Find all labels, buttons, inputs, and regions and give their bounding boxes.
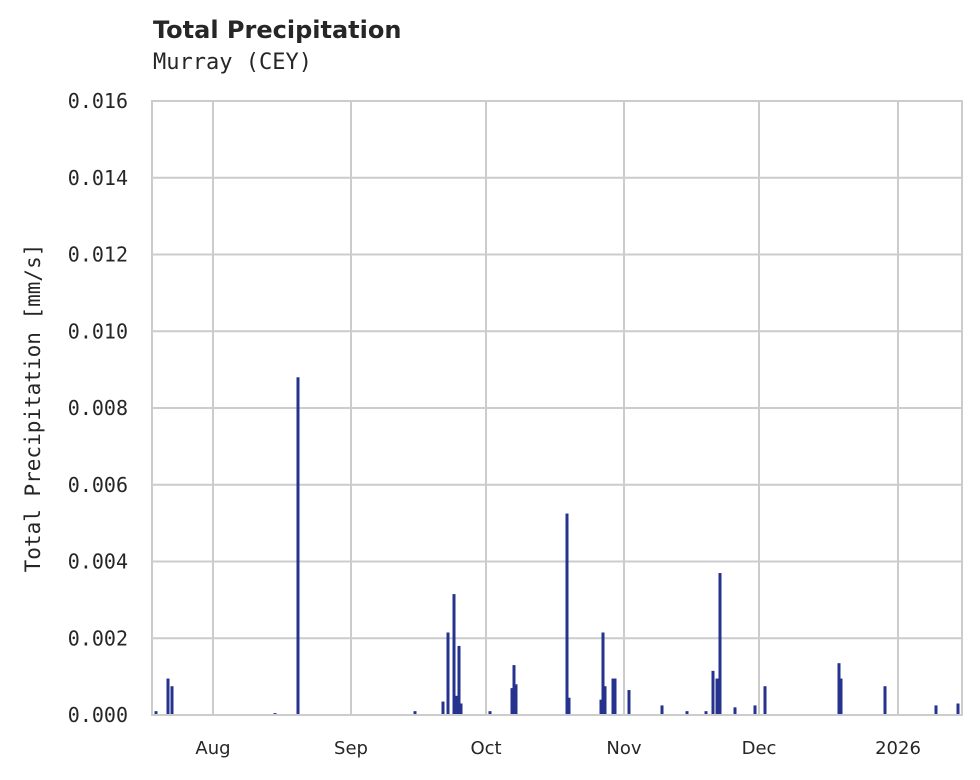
precipitation-bar <box>613 678 617 715</box>
precipitation-bar <box>837 663 841 715</box>
chart-title: Total Precipitation <box>153 16 402 44</box>
precipitation-bar <box>718 573 722 715</box>
precipitation-bar <box>514 684 518 715</box>
precipitation-bar <box>704 711 708 715</box>
precipitation-bar <box>611 678 615 715</box>
precipitation-bar <box>839 678 843 715</box>
precipitation-bar <box>441 701 445 715</box>
precipitation-bar <box>510 688 514 715</box>
precipitation-bar <box>753 705 757 715</box>
precipitation-bar <box>512 665 516 715</box>
y-tick-label: 0.016 <box>68 89 128 113</box>
precipitation-bar <box>452 594 456 715</box>
precipitation-bar <box>627 690 631 715</box>
precipitation-bar <box>166 678 170 715</box>
precipitation-bar <box>733 707 737 715</box>
precipitation-bar <box>457 645 461 715</box>
precipitation-bar <box>296 377 300 715</box>
precipitation-bar <box>567 697 571 715</box>
x-tick-label: Aug <box>195 738 230 759</box>
precipitation-bar <box>170 686 174 715</box>
plot-frame <box>151 100 963 716</box>
precipitation-bars <box>154 377 960 716</box>
precipitation-bar <box>660 705 664 715</box>
precipitation-bar <box>565 513 569 715</box>
y-tick-label: 0.004 <box>68 550 128 574</box>
precipitation-bar <box>488 711 492 715</box>
x-tick-label: Sep <box>334 738 368 759</box>
precipitation-bar <box>883 686 887 715</box>
precipitation-bar <box>603 686 607 715</box>
y-tick-label: 0.014 <box>68 166 128 190</box>
precipitation-bar <box>711 670 715 715</box>
precipitation-bar <box>454 695 458 715</box>
precipitation-bar <box>956 703 960 715</box>
precipitation-bar <box>413 711 417 715</box>
chart-subtitle: Murray (CEY) <box>153 50 312 75</box>
precipitation-bar <box>459 703 463 715</box>
grid-lines <box>152 100 962 716</box>
y-axis-ticks: 0.000 0.002 0.004 0.006 0.008 0.010 0.012 0.014… <box>68 89 128 727</box>
y-tick-label: 0.008 <box>68 396 128 420</box>
precipitation-bar <box>763 686 767 715</box>
x-axis-ticks: Aug Sep Oct Nov Dec 2026 <box>195 738 920 759</box>
precipitation-bar <box>934 705 938 715</box>
precipitation-bar <box>715 678 719 715</box>
precipitation-bar <box>154 711 158 715</box>
y-tick-label: 0.002 <box>68 626 128 650</box>
precipitation-bar <box>599 699 603 715</box>
y-tick-label: 0.000 <box>68 703 128 727</box>
x-tick-label: Dec <box>742 738 777 759</box>
y-tick-label: 0.012 <box>68 243 128 267</box>
y-axis-label: Total Precipitation [mm/s] <box>21 244 45 573</box>
precipitation-bar <box>601 632 605 715</box>
x-tick-label: 2026 <box>875 738 921 759</box>
y-tick-label: 0.010 <box>68 319 128 343</box>
precipitation-bar <box>446 632 450 715</box>
precipitation-bar <box>685 711 689 715</box>
x-tick-label: Nov <box>606 738 641 759</box>
y-tick-label: 0.006 <box>68 473 128 497</box>
x-tick-label: Oct <box>470 738 501 759</box>
